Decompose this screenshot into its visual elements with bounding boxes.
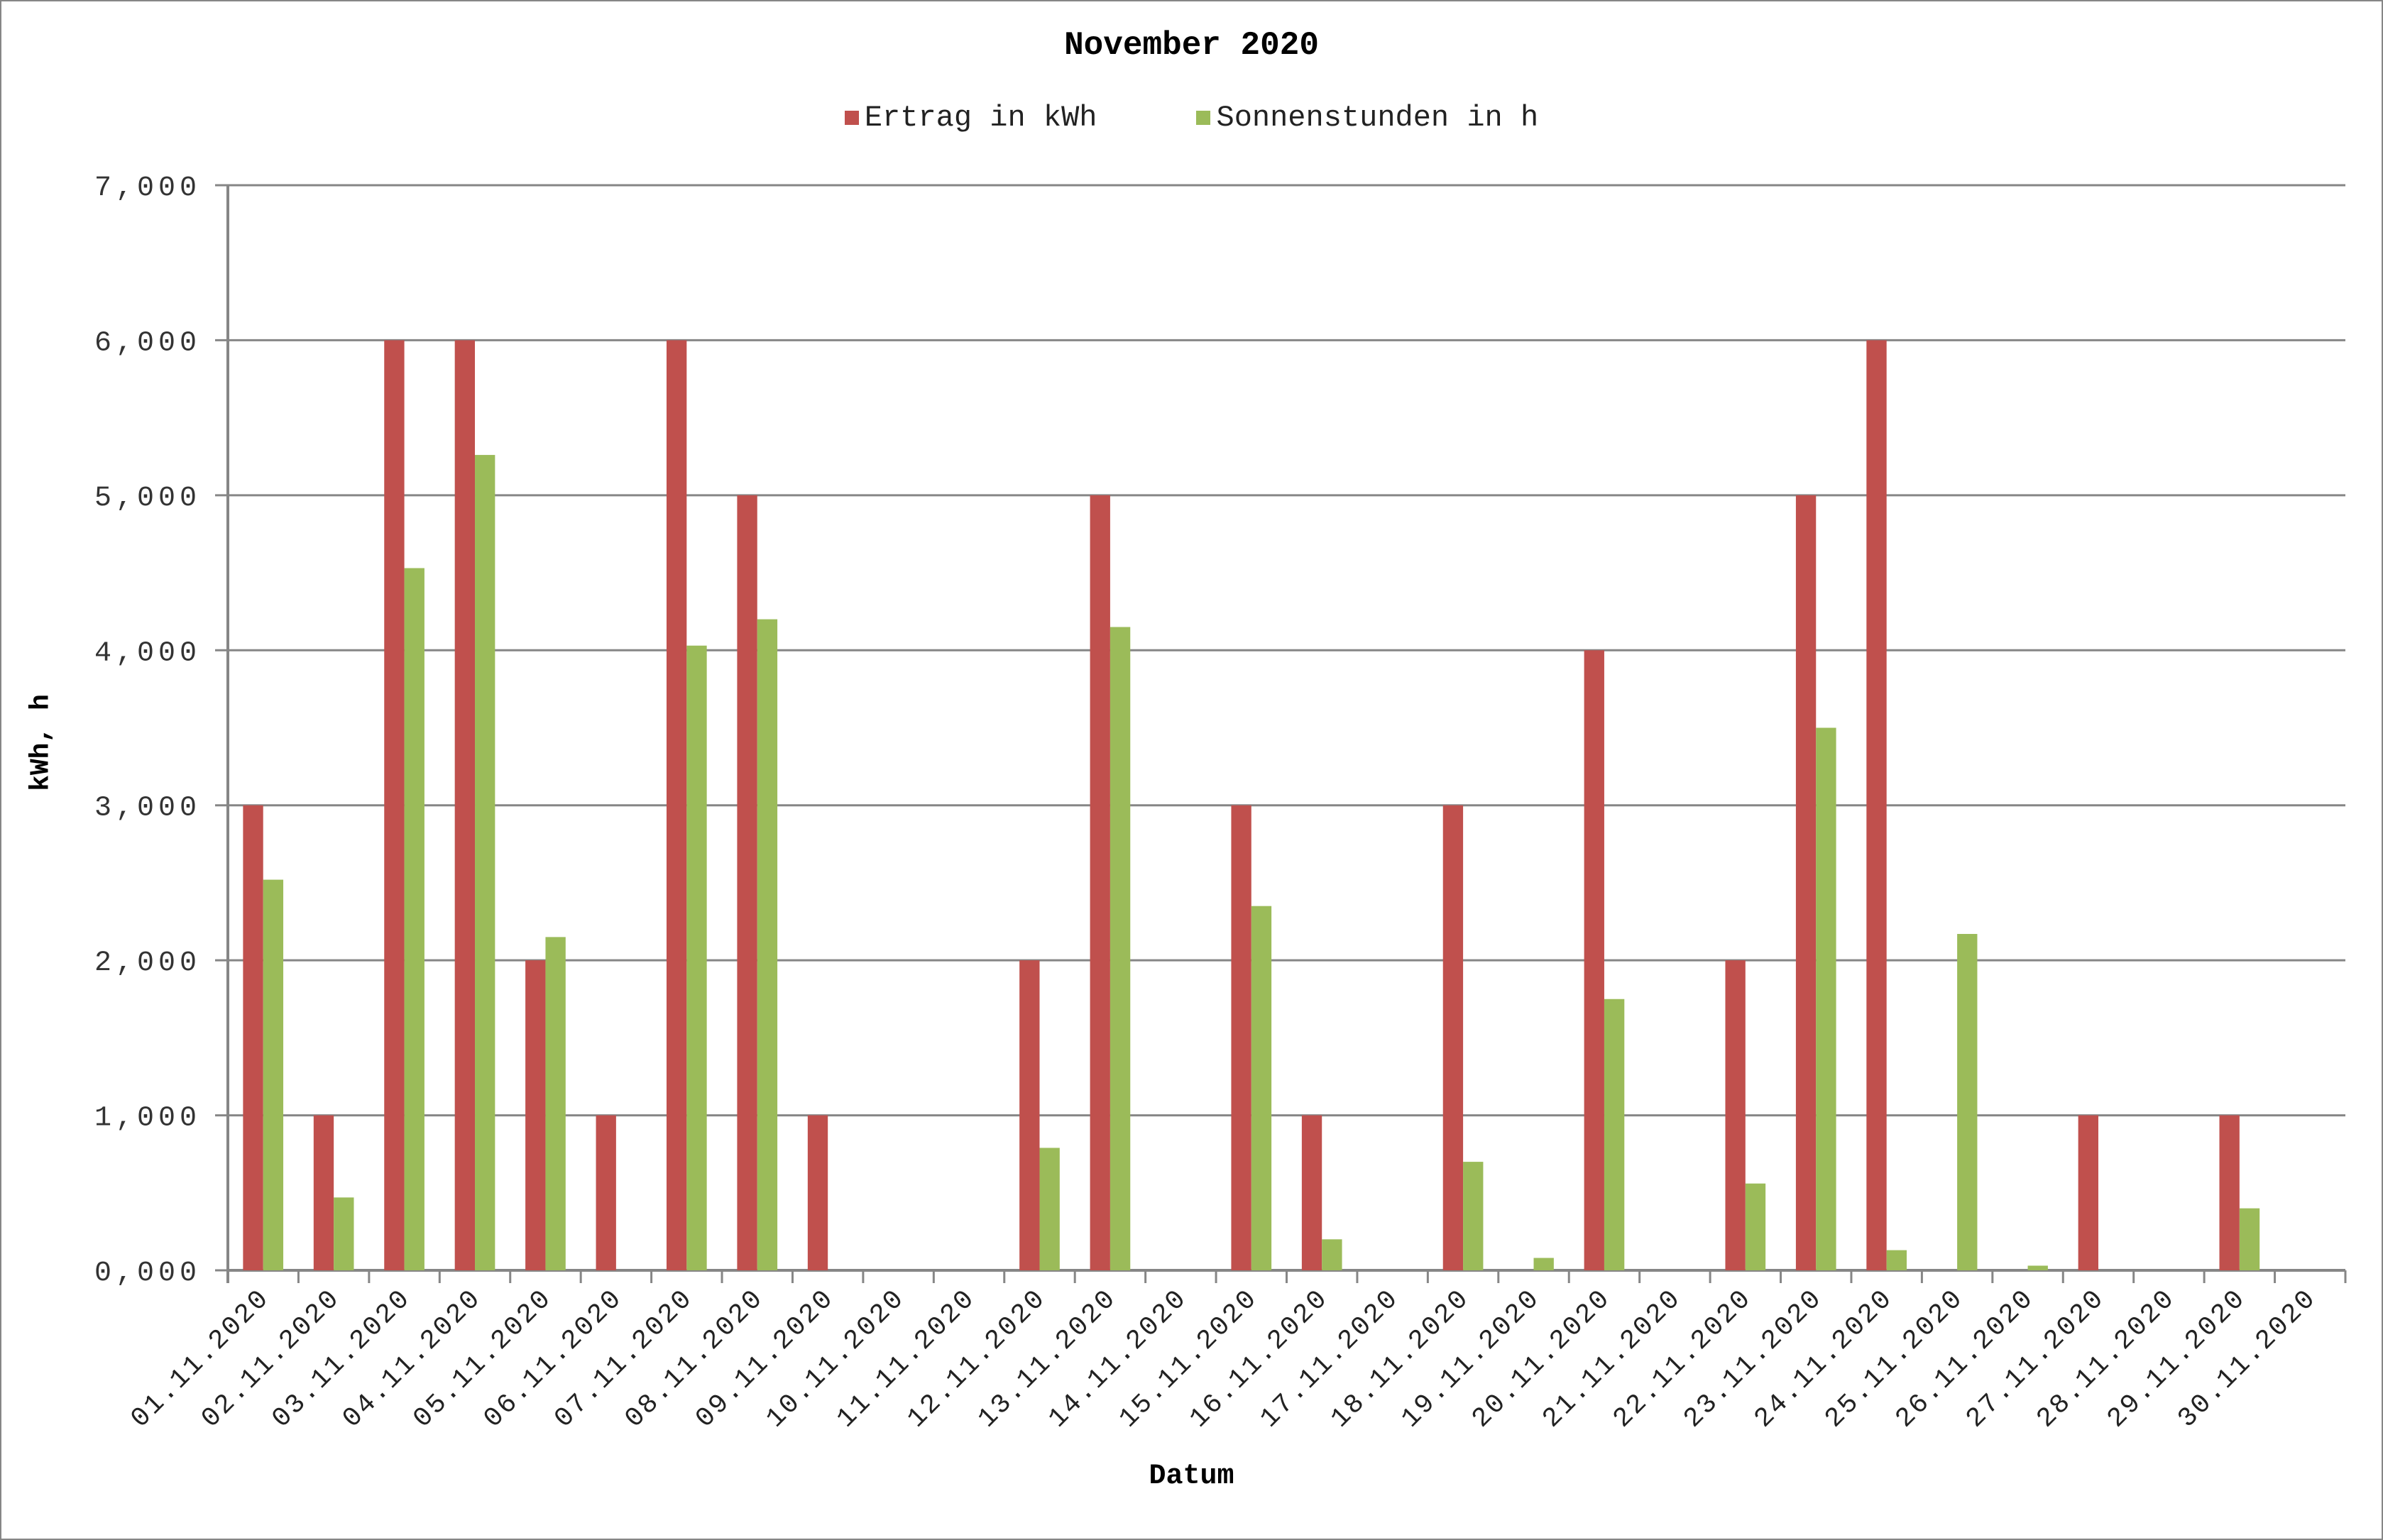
legend-label-sonnenstunden: Sonnenstunden in h	[1216, 101, 1539, 135]
bar-sonnenstunden	[1463, 1162, 1484, 1270]
y-tick-label: 4,000	[94, 637, 201, 669]
bar-ertrag	[1442, 805, 1464, 1270]
bar-sonnenstunden	[334, 1197, 354, 1270]
bar-sonnenstunden	[1604, 999, 1625, 1270]
bar-sonnenstunden	[545, 937, 566, 1270]
bar-sonnenstunden	[475, 455, 495, 1271]
bar-sonnenstunden	[2027, 1265, 2048, 1270]
y-tick-label: 3,000	[94, 793, 201, 825]
y-tick-label: 7,000	[94, 172, 201, 204]
bar-sonnenstunden	[1745, 1183, 1766, 1270]
legend-label-ertrag: Ertrag in kWh	[864, 101, 1097, 135]
bar-ertrag	[1584, 650, 1604, 1270]
y-tick-label: 2,000	[94, 947, 201, 979]
legend-item-sonnenstunden: Sonnenstunden in h	[1196, 101, 1538, 135]
bar-ertrag	[1301, 1115, 1322, 1270]
bar-sonnenstunden	[1110, 627, 1131, 1270]
bar-ertrag	[313, 1115, 334, 1270]
bar-ertrag	[2219, 1115, 2240, 1270]
y-tick-label: 0,000	[94, 1258, 201, 1289]
y-tick-label: 1,000	[94, 1103, 201, 1135]
bar-ertrag	[1231, 805, 1251, 1270]
bar-sonnenstunden	[263, 879, 284, 1270]
bar-sonnenstunden	[757, 619, 778, 1270]
bar-ertrag	[525, 960, 546, 1270]
bar-sonnenstunden	[1886, 1250, 1907, 1270]
bar-ertrag	[666, 340, 687, 1270]
legend: Ertrag in kWh Sonnenstunden in h	[0, 101, 2383, 135]
bar-ertrag	[454, 340, 476, 1270]
bar-sonnenstunden	[1251, 906, 1272, 1270]
bar-ertrag	[1090, 495, 1110, 1270]
bar-sonnenstunden	[404, 568, 424, 1270]
chart-title: November 2020	[1064, 27, 1319, 64]
bar-ertrag	[2078, 1115, 2098, 1270]
bar-ertrag	[1866, 340, 1887, 1270]
bar-ertrag	[1019, 960, 1040, 1270]
bar-sonnenstunden	[2239, 1208, 2260, 1270]
bar-ertrag	[384, 340, 405, 1270]
bar-sonnenstunden	[686, 645, 707, 1270]
y-tick-label: 6,000	[94, 327, 201, 359]
bar-ertrag	[807, 1115, 828, 1270]
bar-ertrag	[1725, 960, 1746, 1270]
bar-ertrag	[737, 495, 757, 1270]
x-axis-title: Datum	[1149, 1461, 1234, 1492]
bar-sonnenstunden	[1039, 1148, 1060, 1270]
y-tick-label: 5,000	[94, 483, 201, 515]
bar-sonnenstunden	[1957, 934, 1978, 1270]
bar-sonnenstunden	[1533, 1258, 1554, 1270]
bar-sonnenstunden	[1816, 727, 1836, 1270]
bar-sonnenstunden	[1322, 1239, 1342, 1270]
legend-item-ertrag: Ertrag in kWh	[844, 101, 1097, 135]
bar-ertrag	[243, 805, 263, 1270]
legend-swatch-ertrag	[844, 111, 859, 125]
bar-ertrag	[1795, 495, 1817, 1270]
bar-ertrag	[596, 1115, 616, 1270]
legend-swatch-sonnenstunden	[1196, 111, 1211, 125]
